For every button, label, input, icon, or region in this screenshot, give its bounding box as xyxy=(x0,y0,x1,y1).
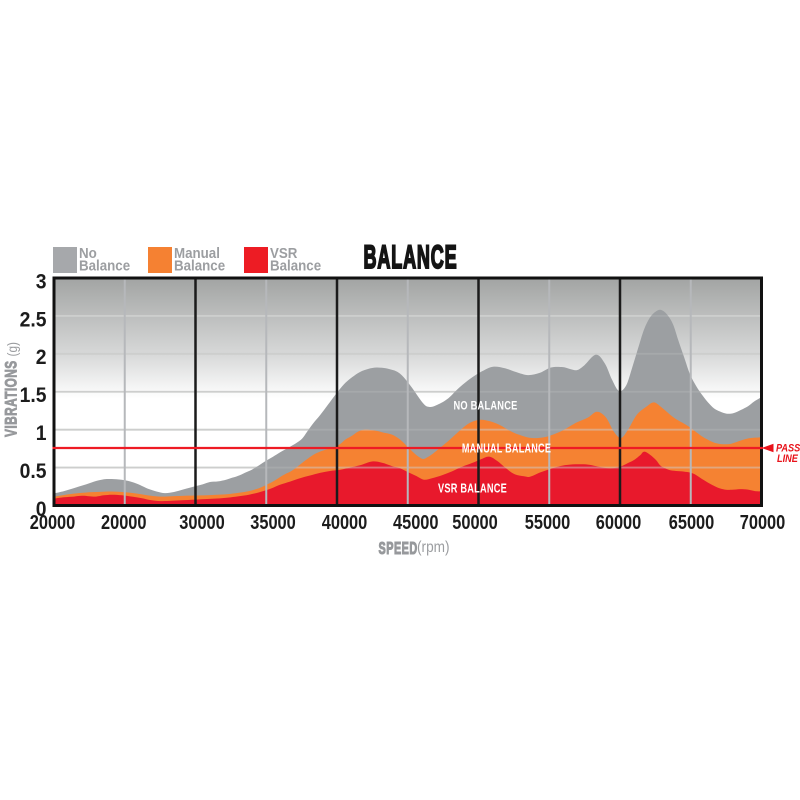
svg-text:1.5: 1.5 xyxy=(20,383,47,407)
svg-text:70000: 70000 xyxy=(740,510,786,533)
svg-text:(rpm): (rpm) xyxy=(417,539,450,556)
svg-text:VSR BALANCE: VSR BALANCE xyxy=(438,482,507,496)
svg-text:35000: 35000 xyxy=(250,510,296,533)
svg-text:Balance: Balance xyxy=(174,257,225,274)
svg-text:20000: 20000 xyxy=(101,510,147,533)
svg-text:NO BALANCE: NO BALANCE xyxy=(453,399,517,413)
svg-text:40000: 40000 xyxy=(322,510,368,533)
svg-text:SPEED: SPEED xyxy=(379,539,418,558)
svg-text:VIBRATIONS: VIBRATIONS xyxy=(3,360,21,437)
svg-text:50000: 50000 xyxy=(452,510,498,533)
svg-text:Balance: Balance xyxy=(270,257,321,274)
svg-text:No: No xyxy=(79,244,97,261)
svg-text:2: 2 xyxy=(36,345,47,369)
svg-text:VSR: VSR xyxy=(270,244,297,261)
svg-text:LINE: LINE xyxy=(777,453,798,465)
svg-text:45000: 45000 xyxy=(393,510,439,533)
svg-text:55000: 55000 xyxy=(525,510,571,533)
svg-text:3: 3 xyxy=(36,269,47,293)
svg-text:PASS: PASS xyxy=(776,443,800,455)
svg-text:65000: 65000 xyxy=(669,510,715,533)
svg-text:Manual: Manual xyxy=(174,244,220,261)
svg-text:0.5: 0.5 xyxy=(20,459,47,483)
svg-text:0: 0 xyxy=(36,497,47,521)
svg-text:(g): (g) xyxy=(4,342,20,357)
svg-text:2.5: 2.5 xyxy=(20,307,47,331)
svg-text:20000: 20000 xyxy=(30,510,76,533)
svg-text:MANUAL BALANCE: MANUAL BALANCE xyxy=(462,442,551,456)
svg-text:Balance: Balance xyxy=(79,257,130,274)
svg-text:1: 1 xyxy=(36,421,47,445)
svg-text:60000: 60000 xyxy=(596,510,642,533)
svg-text:BALANCE: BALANCE xyxy=(364,238,458,275)
svg-text:30000: 30000 xyxy=(179,510,225,533)
